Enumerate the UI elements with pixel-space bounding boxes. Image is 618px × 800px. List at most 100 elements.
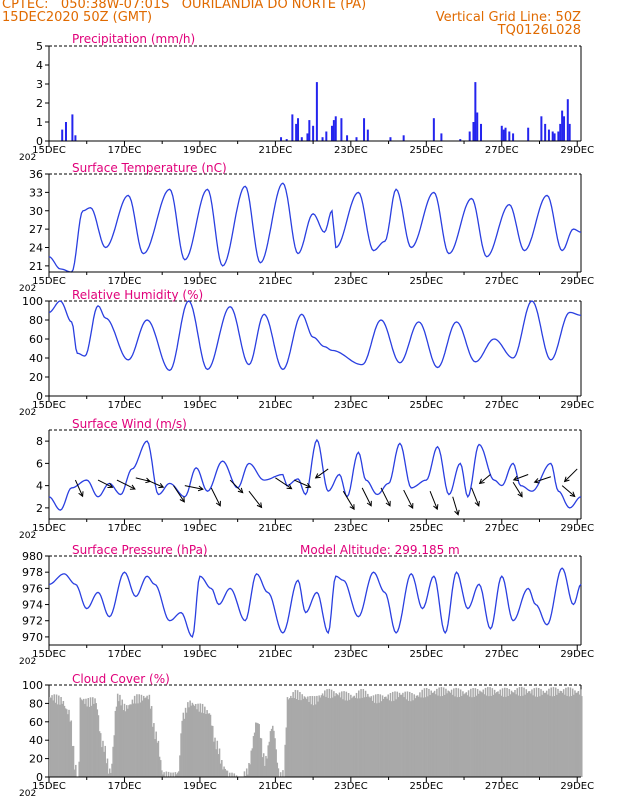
cloud-cover-bar xyxy=(537,687,540,777)
cloud-cover-bar xyxy=(473,696,475,777)
cloud-cover-bar xyxy=(405,699,408,777)
x-tick-label: 25DEC xyxy=(409,781,443,792)
cloud-cover-bar xyxy=(543,692,546,777)
cloud-cover-bar xyxy=(455,687,457,777)
cloud-cover-bar xyxy=(138,694,140,777)
cloud-cover-bar xyxy=(441,695,444,777)
precip-bar xyxy=(544,123,547,141)
x-tick-label: 21DEC xyxy=(259,649,293,660)
cloud-cover-bar xyxy=(485,695,488,777)
cloud-cover-bar xyxy=(228,772,231,777)
precip-bar xyxy=(306,133,309,141)
cloud-cover-bar xyxy=(459,689,462,777)
wind-vector xyxy=(97,479,113,488)
cloud-cover-bar xyxy=(193,705,196,777)
cloud-cover-bar xyxy=(414,698,417,777)
cloud-cover-bar xyxy=(181,720,183,777)
cloud-cover-bar xyxy=(556,694,558,777)
cloud-cover-bar xyxy=(328,688,331,777)
cloud-cover-bar xyxy=(440,687,443,777)
cloud-cover-bar xyxy=(524,694,526,777)
cloud-cover-bar xyxy=(396,691,399,777)
precip-bar xyxy=(540,116,543,141)
precip-bar xyxy=(315,82,318,141)
cloud-cover-bar xyxy=(468,696,471,777)
cloud-cover-bar xyxy=(496,691,498,777)
x-tick-label: 17DEC xyxy=(108,400,142,411)
cloud-cover-bar xyxy=(515,694,517,777)
x-tick-label: 25DEC xyxy=(409,276,443,287)
cloud-cover-bar xyxy=(224,768,226,777)
cloud-cover-bar xyxy=(565,687,567,777)
cloud-cover-bar xyxy=(434,694,437,777)
cloud-cover-bar xyxy=(427,696,429,777)
x-tick-label: 21DEC xyxy=(259,523,293,534)
y-tick-label: 0 xyxy=(36,771,43,784)
cloud-cover-bar xyxy=(305,699,308,777)
cloud-cover-bar xyxy=(345,691,348,777)
cloud-cover-bar xyxy=(146,695,148,777)
cloud-cover-bar xyxy=(264,765,266,777)
x-year-label: 202 xyxy=(19,657,36,667)
cloud-cover-bar xyxy=(493,689,496,777)
cloud-cover-bar xyxy=(429,694,431,777)
x-tick-label: 29DEC xyxy=(560,400,594,411)
cloud-cover-bar xyxy=(276,762,279,777)
x-tick-label: 15DEC xyxy=(32,400,66,411)
cloud-cover-bar xyxy=(436,688,438,777)
x-tick-label: 29DEC xyxy=(560,649,594,660)
cloud-cover-bar xyxy=(244,775,247,777)
x-tick-label: 17DEC xyxy=(108,523,142,534)
cloud-cover-bar xyxy=(526,693,529,777)
cloud-cover-bar xyxy=(121,699,123,777)
x-tick-label: 23DEC xyxy=(334,649,368,660)
cloud-cover-bar xyxy=(385,696,387,777)
cloud-cover-bar xyxy=(474,688,477,777)
cloud-cover-bar xyxy=(59,704,61,777)
cloud-cover-bar xyxy=(389,692,392,777)
cloud-cover-bar xyxy=(464,693,466,777)
wind-vector xyxy=(184,485,203,490)
cloud-cover-bar xyxy=(163,772,165,777)
cloud-cover-bar xyxy=(53,694,56,777)
cloud-cover-bar xyxy=(208,713,211,777)
cloud-cover-bar xyxy=(507,695,509,777)
precip-bar xyxy=(280,137,283,141)
cloud-cover-bar xyxy=(554,687,557,777)
x-tick-label: 27DEC xyxy=(485,781,519,792)
cloud-cover-bar xyxy=(252,736,255,777)
cloud-cover-bar xyxy=(402,692,404,777)
cloud-cover-bar xyxy=(162,774,164,777)
wind-arrowhead xyxy=(563,476,570,483)
cloud-cover-bar xyxy=(498,694,500,777)
precip-bar xyxy=(295,123,298,141)
cloud-cover-bar xyxy=(94,698,96,777)
cloud-cover-bar xyxy=(108,768,111,777)
cloud-cover-bar xyxy=(303,696,306,777)
cloud-cover-bar xyxy=(348,699,351,777)
precip-bar xyxy=(472,122,475,141)
wind-vector xyxy=(74,479,84,497)
cloud-cover-bar xyxy=(432,692,435,777)
y-tick-label: 0 xyxy=(36,135,43,148)
cloud-cover-bar xyxy=(442,687,445,777)
cloud-cover-bar xyxy=(536,696,539,777)
cloud-cover-bar xyxy=(268,741,271,777)
cloud-cover-bar xyxy=(535,687,538,777)
cloud-cover-bar xyxy=(247,774,249,777)
cloud-cover-bar xyxy=(312,705,315,777)
precip-bar xyxy=(297,118,300,141)
panel-title: Cloud Cover (%) xyxy=(72,672,170,686)
cloud-cover-bar xyxy=(214,737,216,777)
cloud-cover-bar xyxy=(518,687,521,777)
cloud-cover-bar xyxy=(446,693,448,777)
x-tick-label: 29DEC xyxy=(560,276,594,287)
y-tick-label: 2 xyxy=(36,97,43,110)
cloud-cover-bar xyxy=(213,741,215,777)
cloud-cover-bar xyxy=(377,693,379,777)
cloud-cover-bar xyxy=(318,695,320,777)
cloud-cover-bar xyxy=(521,686,523,777)
cloud-cover-bar xyxy=(364,690,367,777)
cloud-cover-bar xyxy=(180,733,182,777)
cloud-cover-bar xyxy=(300,700,302,777)
